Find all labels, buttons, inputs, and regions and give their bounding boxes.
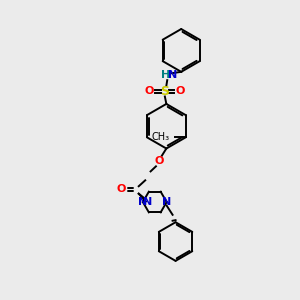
Text: N: N (138, 197, 148, 207)
Text: CH₃: CH₃ (152, 132, 169, 142)
Text: S: S (160, 85, 169, 98)
Text: O: O (154, 156, 164, 166)
Text: N: N (143, 197, 152, 207)
Text: H: H (161, 70, 170, 80)
Text: N: N (168, 70, 177, 80)
Text: O: O (117, 184, 126, 194)
Text: O: O (145, 86, 154, 96)
Text: N: N (162, 197, 171, 207)
Text: O: O (176, 86, 185, 96)
